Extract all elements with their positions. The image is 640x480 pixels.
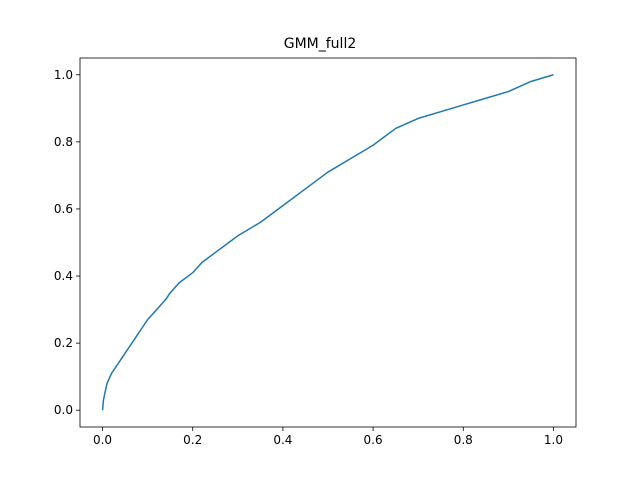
y-tick-label: 0.0 (54, 403, 73, 417)
chart-title: GMM_full2 (284, 36, 357, 52)
plot-area: 0.0 0.2 0.4 0.6 0.8 1.0 0.0 0.2 0.4 0.6 0.8 1.0 (54, 57, 577, 447)
x-tick-label: 0.6 (364, 433, 383, 447)
x-tick-label: 0.2 (183, 433, 202, 447)
y-tick-label: 1.0 (54, 68, 73, 82)
x-tick-label: 0.4 (273, 433, 292, 447)
y-tick-label: 0.6 (54, 202, 73, 216)
y-tick-label: 0.8 (54, 135, 73, 149)
y-tick-label: 0.2 (54, 336, 73, 350)
series-line-0 (101, 74, 554, 411)
y-tick-label: 0.4 (54, 269, 73, 283)
x-tick-label: 0.8 (454, 433, 473, 447)
x-tick-label: 0.0 (93, 433, 112, 447)
axes-frame (79, 57, 577, 428)
x-tick-label: 1.0 (544, 433, 563, 447)
